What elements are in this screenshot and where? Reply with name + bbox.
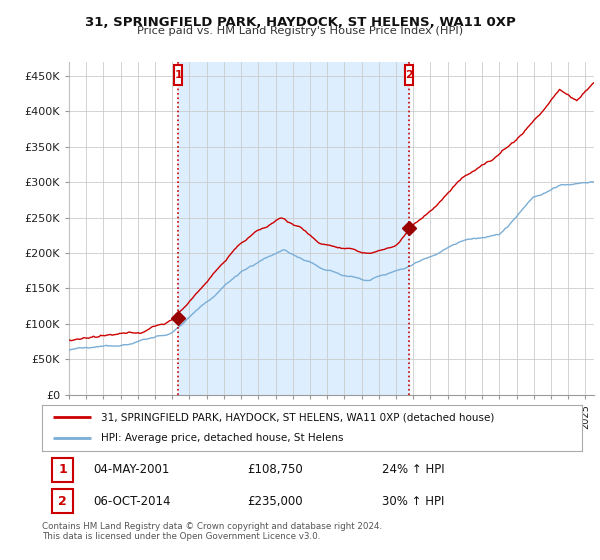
Text: 06-OCT-2014: 06-OCT-2014 <box>94 494 171 507</box>
Text: 30% ↑ HPI: 30% ↑ HPI <box>382 494 445 507</box>
Text: 31, SPRINGFIELD PARK, HAYDOCK, ST HELENS, WA11 0XP: 31, SPRINGFIELD PARK, HAYDOCK, ST HELENS… <box>85 16 515 29</box>
Text: HPI: Average price, detached house, St Helens: HPI: Average price, detached house, St H… <box>101 433 344 444</box>
Text: 1: 1 <box>174 70 182 80</box>
Text: Price paid vs. HM Land Registry's House Price Index (HPI): Price paid vs. HM Land Registry's House … <box>137 26 463 36</box>
Text: 2: 2 <box>405 70 413 80</box>
Text: Contains HM Land Registry data © Crown copyright and database right 2024.
This d: Contains HM Land Registry data © Crown c… <box>42 522 382 542</box>
Text: £235,000: £235,000 <box>247 494 303 507</box>
FancyBboxPatch shape <box>405 65 413 85</box>
FancyBboxPatch shape <box>174 65 182 85</box>
Bar <box>178 62 409 395</box>
Text: 31, SPRINGFIELD PARK, HAYDOCK, ST HELENS, WA11 0XP (detached house): 31, SPRINGFIELD PARK, HAYDOCK, ST HELENS… <box>101 412 495 422</box>
FancyBboxPatch shape <box>52 458 73 482</box>
Text: £108,750: £108,750 <box>247 463 303 476</box>
Text: 2: 2 <box>58 494 67 507</box>
FancyBboxPatch shape <box>52 489 73 513</box>
Text: 1: 1 <box>58 463 67 476</box>
Text: 04-MAY-2001: 04-MAY-2001 <box>94 463 170 476</box>
Text: 24% ↑ HPI: 24% ↑ HPI <box>382 463 445 476</box>
